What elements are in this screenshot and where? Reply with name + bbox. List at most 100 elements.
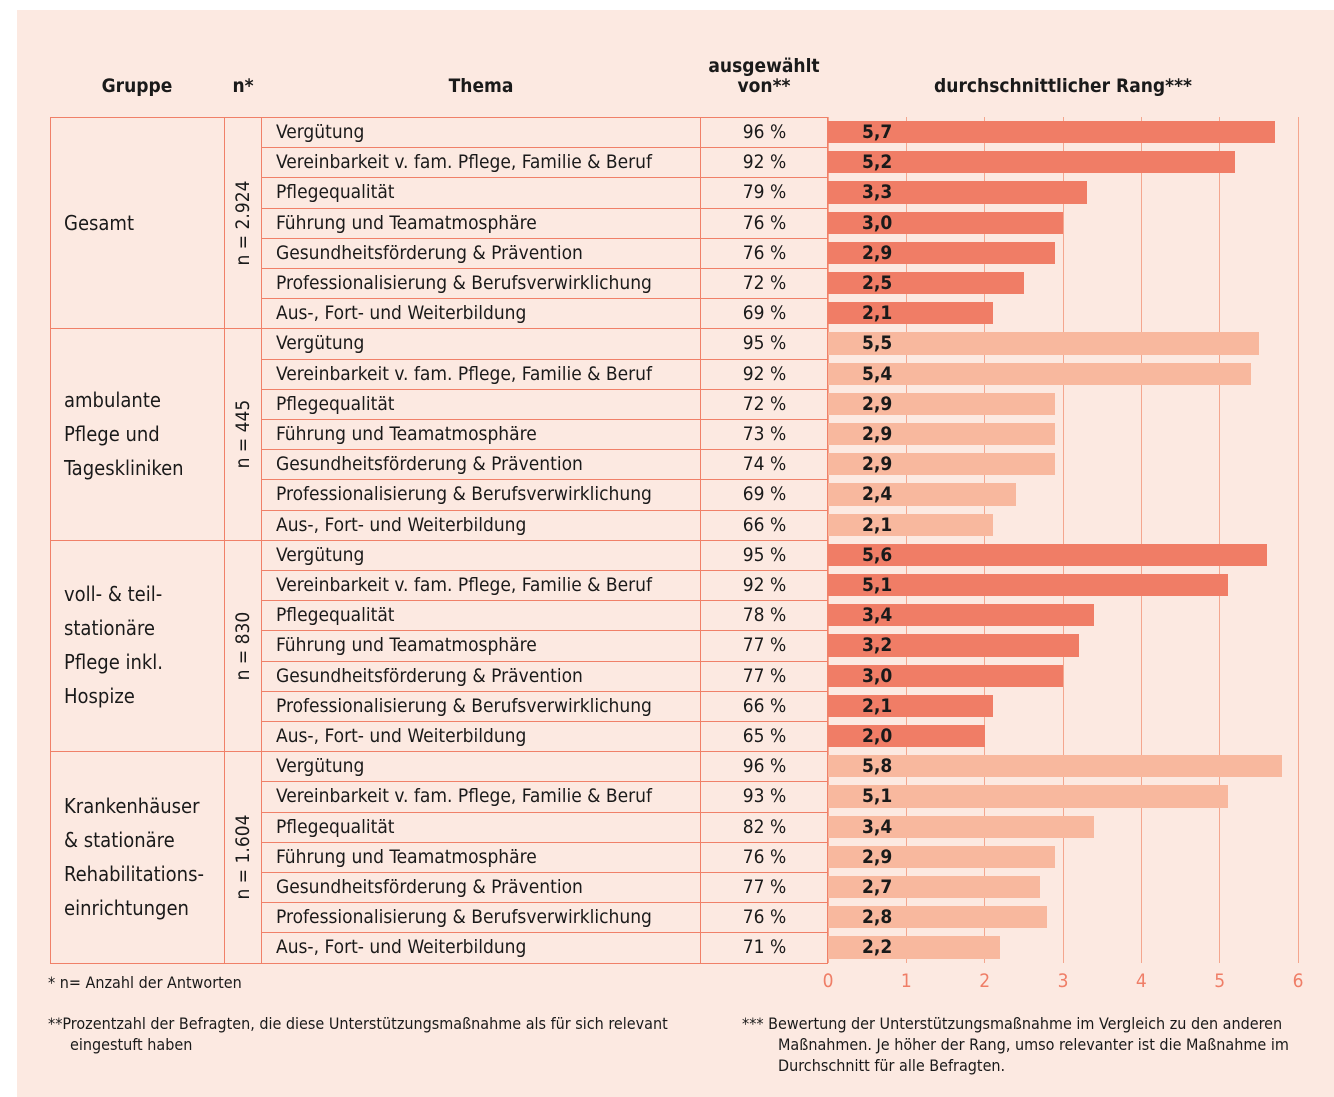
header: Thema — [448, 75, 514, 97]
value-label: 5,1 — [862, 785, 893, 808]
bar — [828, 936, 1001, 959]
value-label: 5,6 — [862, 543, 893, 566]
bar — [828, 362, 1251, 385]
x-tick-label: 0 — [822, 970, 834, 992]
selected: 95 % — [700, 328, 828, 359]
row-line — [262, 600, 828, 602]
value-label: 2,9 — [862, 241, 893, 264]
selected: 82 % — [700, 811, 828, 842]
value-label: 2,5 — [862, 272, 893, 294]
topic: Pflegequalität — [276, 392, 395, 415]
value-label: 2,1 — [862, 302, 893, 325]
row-line — [262, 298, 828, 300]
bar — [828, 121, 1275, 144]
topic: Professionalisierung & Berufsverwirklich… — [276, 694, 652, 717]
topic: Aus-, Fort- und Weiterbildung — [276, 936, 527, 959]
header: durchschnittlicher Rang*** — [934, 75, 1192, 97]
topic: Führung und Teamatmosphäre — [276, 845, 537, 868]
selected: 69 % — [700, 298, 828, 329]
selected: 74 % — [700, 449, 828, 480]
value-label: 2,1 — [862, 694, 893, 717]
group-label: voll- & teil-stationäre Pflege inkl. Hos… — [64, 582, 164, 709]
group-name: ambulante Pflege und Tageskliniken — [64, 328, 214, 539]
row-line — [262, 932, 828, 934]
n-column — [224, 328, 262, 540]
selected: 76 % — [700, 207, 828, 238]
topic: Vereinbarkeit v. fam. Pflege, Familie & … — [276, 362, 653, 385]
value-label: 3,0 — [862, 664, 893, 687]
selected: 78 % — [700, 600, 828, 631]
selected: 95 % — [700, 539, 828, 570]
selected: 79 % — [700, 177, 828, 208]
row-line — [262, 570, 828, 571]
value-label: 2,8 — [862, 906, 893, 929]
bar — [828, 302, 993, 325]
group-name: Krankenhäuser & stationäre Rehabilitatio… — [64, 751, 214, 962]
bar — [828, 725, 985, 748]
row-line — [262, 781, 828, 783]
topic: Gesundheitsförderung & Prävention — [276, 241, 583, 264]
bar — [828, 151, 1236, 174]
selected: 66 % — [700, 509, 828, 540]
row-line — [262, 177, 828, 179]
topic: Aus-, Fort- und Weiterbildung — [276, 725, 527, 747]
row-line — [262, 690, 828, 692]
topic: Vereinbarkeit v. fam. Pflege, Familie & … — [276, 151, 653, 174]
selected: 76 % — [700, 841, 828, 872]
row-line — [262, 207, 828, 209]
selected: 69 % — [700, 479, 828, 510]
bar — [828, 755, 1283, 778]
topic: Vergütung — [276, 332, 365, 355]
selected: 77 % — [700, 872, 828, 903]
value-label: 2,7 — [862, 876, 893, 898]
grid-line — [827, 117, 829, 963]
x-tick-label: 6 — [1292, 970, 1304, 992]
grid-line — [1219, 117, 1221, 963]
selected: 92 % — [700, 147, 828, 178]
topic: Aus-, Fort- und Weiterbildung — [276, 513, 527, 536]
bar — [828, 815, 1095, 838]
footnote: *** Bewertung der Unterstützungsmaßnahme… — [742, 1014, 1289, 1075]
x-tick-label: 1 — [900, 970, 912, 992]
selected: 93 % — [700, 781, 828, 812]
x-tick-label: 2 — [979, 970, 991, 992]
group-name: Gesamt — [64, 117, 214, 328]
topic: Führung und Teamatmosphäre — [276, 634, 537, 657]
topic: Professionalisierung & Berufsverwirklich… — [276, 906, 652, 929]
value-label: 2,9 — [862, 423, 893, 445]
selected: 76 % — [700, 237, 828, 268]
grid-line — [984, 117, 986, 963]
selected: 96 % — [700, 117, 828, 148]
value-label: 3,4 — [862, 604, 893, 627]
bar — [828, 181, 1087, 204]
bar — [828, 785, 1228, 808]
selected: 77 % — [700, 630, 828, 661]
topic: Vergütung — [276, 755, 365, 778]
row-line — [262, 449, 828, 451]
footnote: **Prozentzahl der Befragten, die diese U… — [48, 1014, 668, 1054]
n-label: n = 830 — [232, 611, 254, 680]
selected: 92 % — [700, 358, 828, 389]
bar — [828, 453, 1056, 476]
value-label: 2,4 — [862, 483, 893, 506]
bar — [828, 694, 993, 717]
value-label: 3,0 — [862, 211, 893, 234]
topic: Pflegequalität — [276, 604, 395, 627]
header: Gruppe — [101, 75, 173, 97]
value-label: 2,0 — [862, 725, 893, 747]
grid-line — [1140, 117, 1142, 963]
header: n* — [232, 75, 254, 97]
bar — [828, 392, 1056, 415]
group-label: ambulante Pflege und Tageskliniken — [64, 388, 184, 481]
row-line — [262, 237, 828, 239]
value-label: 5,8 — [862, 755, 893, 778]
selected: 72 % — [700, 268, 828, 299]
selected: 65 % — [700, 721, 828, 752]
bar — [828, 604, 1095, 627]
value-label: 5,4 — [862, 362, 893, 385]
bar — [828, 634, 1079, 657]
bar — [828, 423, 1056, 446]
bar — [828, 211, 1063, 234]
bar — [828, 272, 1024, 295]
